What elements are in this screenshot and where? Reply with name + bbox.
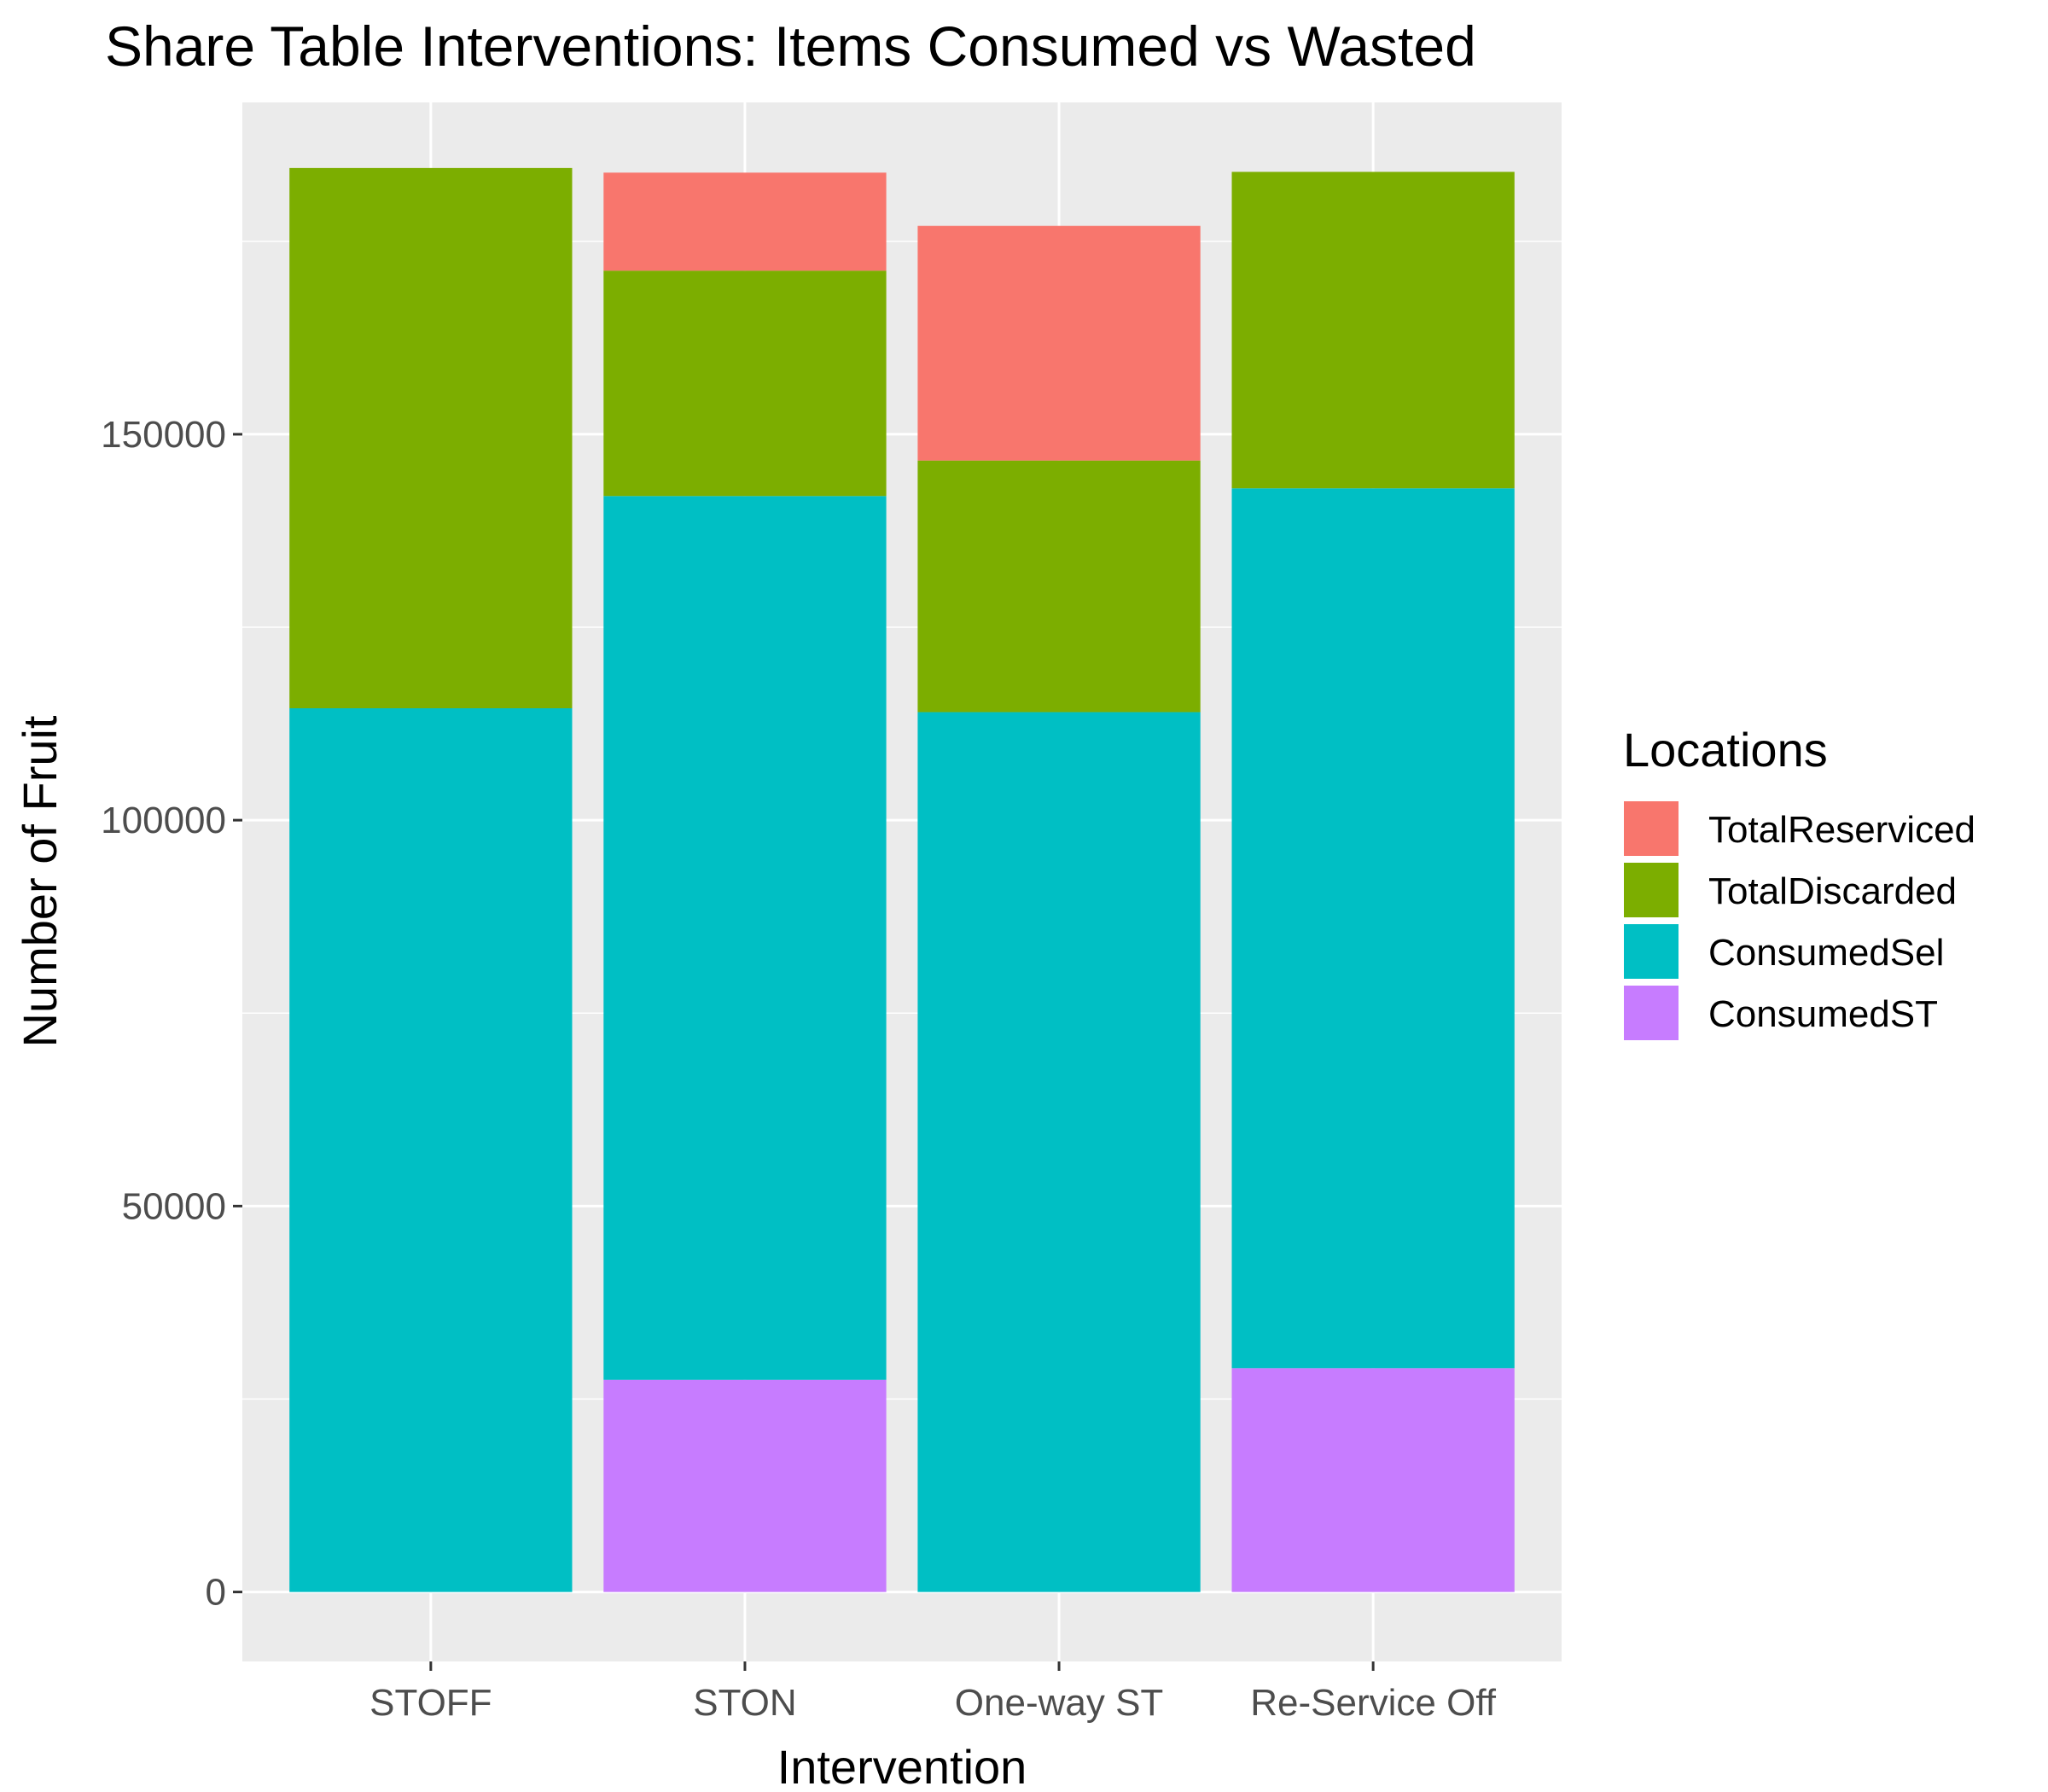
y-axis-title: Number of Fruit	[13, 715, 67, 1047]
x-axis-title: Intervention	[777, 1740, 1027, 1792]
legend-key-consumedsel	[1622, 922, 1680, 980]
x-tick-label: STON	[693, 1682, 796, 1724]
bar-totalreserviced-2	[603, 172, 887, 271]
bar-totaldiscarded-3	[917, 460, 1201, 713]
legend: Locations TotalReserviced TotalDiscarded C…	[1622, 723, 1975, 1042]
legend-label-consumedst: ConsumedST	[1708, 993, 1938, 1035]
y-tick-label: 0	[206, 1572, 226, 1614]
bar-consumedsel-1	[289, 707, 573, 1592]
legend-key-totalreserviced	[1622, 800, 1680, 858]
bar-consumedst-4	[1231, 1368, 1515, 1592]
bar-consumedsel-3	[917, 712, 1201, 1592]
legend-label-totalreserviced: TotalReserviced	[1708, 809, 1975, 851]
x-tick-label: Re-Service Off	[1250, 1682, 1496, 1724]
bar-totaldiscarded-4	[1231, 172, 1515, 489]
y-axis: 0 50000 100000 150000	[101, 414, 242, 1614]
legend-key-totaldiscarded	[1622, 861, 1680, 919]
y-tick-label: 50000	[122, 1185, 226, 1227]
legend-title: Locations	[1623, 723, 1828, 777]
chart-title: Share Table Interventions: Items Consume…	[105, 15, 1476, 78]
y-tick-label: 150000	[101, 414, 226, 456]
x-tick-label: One-way ST	[955, 1682, 1164, 1724]
legend-label-totaldiscarded: TotalDiscarded	[1708, 870, 1957, 912]
bar-consumedst-2	[603, 1379, 887, 1592]
legend-key-consumedst	[1622, 984, 1680, 1042]
bar-totaldiscarded-1	[289, 167, 573, 708]
x-tick-label: STOFF	[369, 1682, 492, 1724]
bar-totaldiscarded-2	[603, 271, 887, 497]
y-tick-label: 100000	[101, 800, 226, 841]
bars	[289, 167, 1515, 1592]
bar-consumedsel-2	[603, 496, 887, 1380]
legend-label-consumedsel: ConsumedSel	[1708, 932, 1944, 974]
bar-consumedsel-4	[1231, 488, 1515, 1369]
bar-totalreserviced-3	[917, 225, 1201, 461]
x-axis: STOFF STON One-way ST Re-Service Off	[369, 1661, 1497, 1724]
